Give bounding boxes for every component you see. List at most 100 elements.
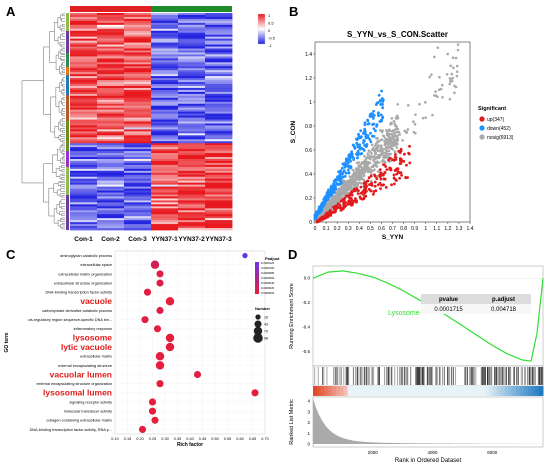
heatmap-cell xyxy=(124,82,152,85)
rank-color-segment xyxy=(412,386,417,396)
heatmap-cell xyxy=(205,74,233,77)
heatmap-cell xyxy=(97,182,125,186)
x-tick-label: 0.40 xyxy=(186,437,193,441)
heatmap-cell xyxy=(70,87,98,91)
scatter-point-up xyxy=(336,202,340,206)
rank-color-segment xyxy=(339,386,345,396)
heatmap-cell xyxy=(205,222,233,225)
heatmap-cell xyxy=(205,68,233,71)
heatmap-cell xyxy=(178,188,206,191)
heatmap-cell xyxy=(151,214,179,217)
heatmap-cell xyxy=(178,160,206,164)
heatmap-cell xyxy=(205,151,233,154)
scatter-point-down xyxy=(346,168,350,172)
heatmap-cell xyxy=(70,196,98,199)
heatmap-cell xyxy=(124,66,152,69)
heatmap-cell xyxy=(178,60,206,63)
heatmap-cell xyxy=(70,186,98,189)
heatmap-cell xyxy=(70,72,98,75)
scatter-point-down xyxy=(359,152,363,156)
heatmap-cell xyxy=(97,200,125,203)
scatter-point-up xyxy=(351,201,355,205)
scatter-point-up xyxy=(390,183,393,187)
scatter-point-nosig xyxy=(395,127,398,130)
heatmap-cell xyxy=(124,36,152,40)
scatter-point-nosig xyxy=(356,181,360,185)
heatmap-cell xyxy=(178,222,206,225)
heatmap-cell xyxy=(151,89,179,93)
heatmap-cell xyxy=(97,115,125,118)
x-tick-label: 0.25 xyxy=(149,437,156,441)
heatmap-cell xyxy=(97,32,125,36)
go-bubble xyxy=(138,425,147,433)
scatter-point-nosig xyxy=(390,145,393,148)
heatmap-cell xyxy=(70,113,98,116)
heatmap-cell xyxy=(205,54,233,57)
heatmap-cell xyxy=(124,137,152,140)
heatmap-cell xyxy=(124,60,152,63)
heatmap-cell xyxy=(178,28,206,32)
heatmap-cell xyxy=(70,44,98,47)
heatmap-cell xyxy=(151,101,179,105)
scatter-point-nosig xyxy=(450,72,454,76)
heatmap-cell xyxy=(70,127,98,130)
x-tick-label: 0.70 xyxy=(261,437,268,441)
heatmap-cell xyxy=(124,158,152,162)
go-term-label: DNA-binding transcription factor activit… xyxy=(46,291,113,295)
heatmap-cell xyxy=(205,210,233,213)
number-legend-dot xyxy=(255,314,261,320)
heatmap-cell xyxy=(151,56,179,59)
scatter-point-nosig xyxy=(355,161,359,165)
heatmap-cell xyxy=(124,78,152,81)
rank-color-segment xyxy=(359,386,364,396)
go-bubble xyxy=(193,370,202,379)
heatmap-cell xyxy=(97,214,125,217)
go-term-label: carbohydrate derivative catabolic proces… xyxy=(42,309,112,313)
heatmap-cell xyxy=(97,24,125,28)
heatmap-cell xyxy=(151,58,179,61)
heatmap-cell xyxy=(70,70,98,73)
heatmap-cell xyxy=(97,222,125,225)
heatmap-cell xyxy=(178,74,206,77)
heatmap-cell xyxy=(124,180,152,184)
rank-color-segment xyxy=(523,386,529,396)
heatmap-cell xyxy=(205,194,233,197)
heatmap-cell xyxy=(124,14,152,18)
x-tick-label: 0 xyxy=(314,226,317,232)
heatmap-cell xyxy=(205,176,233,180)
heatmap-cell xyxy=(97,178,125,182)
heatmap-cell xyxy=(124,216,152,219)
go-bubble xyxy=(148,407,157,415)
heatmap-cell xyxy=(97,208,125,211)
heatmap-cell xyxy=(124,58,152,61)
rank-color-segment xyxy=(493,386,498,396)
heatmap-cell xyxy=(205,188,233,191)
rank-color-segment xyxy=(497,386,502,396)
heatmap-cell xyxy=(70,38,98,42)
go-bubble-panel: 0.10 0.15 0.20 0.25 0.30 0.35 0.40 0.45 0.50 0.55… xyxy=(4,250,280,448)
scatter-point-nosig xyxy=(394,144,397,147)
heatmap-cell xyxy=(97,168,125,172)
heatmap-cell xyxy=(97,147,125,150)
heatmap-cell xyxy=(205,107,233,111)
rank-color-segment xyxy=(454,386,460,396)
scatter-point-nosig xyxy=(456,43,460,46)
scatter-point-nosig xyxy=(389,139,393,143)
heatmap-cell xyxy=(205,226,233,229)
scatter-point-nosig xyxy=(346,179,350,183)
heatmap-cell xyxy=(151,32,179,36)
heatmap-cell xyxy=(97,204,125,207)
x-tick-label: 0.50 xyxy=(211,437,218,441)
heatmap-cell xyxy=(97,82,125,85)
scatter-point-up xyxy=(363,185,366,188)
panel-c-letter: C xyxy=(6,247,16,262)
heatmap-cell xyxy=(205,172,233,176)
heatmap-cell xyxy=(151,95,179,99)
scatter-point-nosig xyxy=(401,139,404,142)
scatter-point-nosig xyxy=(412,120,415,124)
scatter-point-up xyxy=(349,190,353,194)
scatter-point-down xyxy=(377,114,380,117)
heatmap-cell xyxy=(124,162,152,166)
heatmap-cell xyxy=(97,105,125,109)
scatter-point-nosig xyxy=(342,179,345,182)
